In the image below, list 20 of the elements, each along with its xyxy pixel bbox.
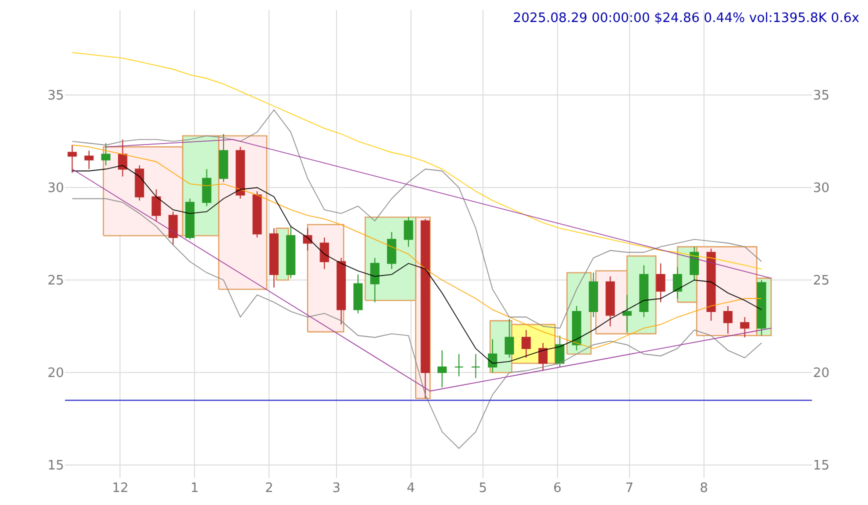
y-tick-label: 25: [47, 274, 64, 289]
x-tick-label: 4: [406, 481, 416, 496]
y2-tick-label: 15: [813, 458, 830, 474]
y2-tick-label: 30: [813, 181, 830, 196]
x-tick-label: 7: [625, 481, 634, 496]
y-tick-label: 15: [47, 458, 64, 474]
x-tick-label: 12: [112, 481, 129, 496]
y-tick-label: 30: [47, 181, 64, 196]
x-tick-label: 2: [265, 481, 274, 496]
y2-tick-label: 35: [813, 88, 830, 104]
y2-tick-label: 25: [813, 274, 830, 289]
x-tick-label: 6: [553, 481, 562, 496]
x-tick-label: 5: [478, 481, 488, 496]
y-tick-label: 35: [47, 88, 64, 104]
x-tick-label: 1: [190, 481, 199, 496]
y2-tick-label: 20: [813, 366, 830, 382]
x-tick-label: 3: [332, 481, 341, 496]
x-tick-label: 8: [700, 481, 708, 496]
chart-title: 2025.08.29 00:00:00 $24.86 0.44% vol:1395.8K 0.6x: [513, 11, 860, 26]
y-tick-label: 20: [47, 366, 64, 382]
